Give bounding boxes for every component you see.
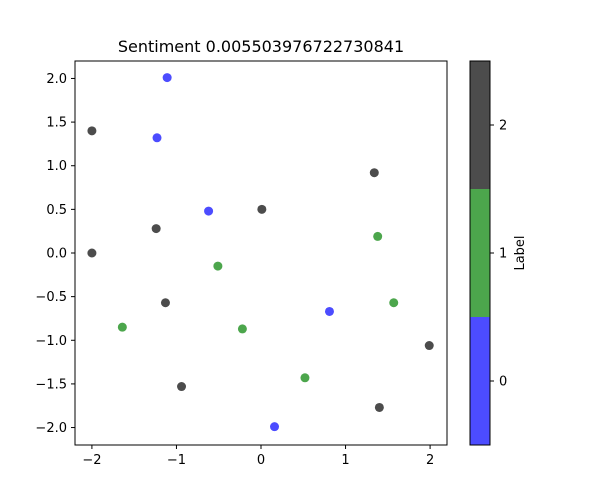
data-point	[204, 206, 214, 216]
y-tick-label: 0.5	[46, 203, 67, 218]
y-tick-label: 0.0	[46, 247, 67, 262]
colorbar-segment	[470, 317, 490, 445]
y-tick-label: 1.0	[46, 159, 67, 174]
plot-area: −2 −1 0 1 2 −2.0 −1.5 −1.0 −0.5 0.0 0.5 1.0 1.5 2.0	[35, 60, 448, 468]
x-tick-label: −1	[167, 453, 186, 468]
data-point	[374, 402, 384, 412]
colorbar-label: Label	[513, 235, 528, 270]
x-tick-label: 1	[341, 453, 349, 468]
x-tick-label: 2	[426, 453, 434, 468]
data-point	[87, 248, 97, 258]
y-tick-label: −0.5	[35, 290, 67, 305]
colorbar-tick-label: 1	[499, 247, 507, 262]
y-tick-label: −1.0	[35, 334, 67, 349]
colorbar-segment	[470, 189, 490, 317]
data-point	[87, 126, 97, 136]
data-point	[151, 224, 161, 234]
data-point	[237, 324, 247, 334]
y-tick-label: −1.5	[35, 377, 67, 392]
y-tick-label: −2.0	[35, 421, 67, 436]
data-point	[369, 168, 379, 178]
data-point	[300, 373, 310, 383]
chart-title: Sentiment 0.005503976722730841	[118, 37, 404, 56]
data-point	[389, 298, 399, 308]
data-point	[152, 133, 162, 143]
data-point	[213, 261, 223, 271]
colorbar-tick-label: 2	[499, 119, 507, 134]
colorbar: Label 0 1 2	[469, 60, 528, 446]
data-point	[270, 422, 280, 432]
data-point	[324, 306, 334, 316]
y-tick-label: 1.5	[46, 116, 67, 131]
data-point	[424, 341, 434, 351]
data-point	[117, 322, 127, 332]
data-point	[160, 298, 170, 308]
data-point	[257, 204, 267, 214]
colorbar-tick-label: 0	[499, 375, 507, 390]
plot-frame	[74, 60, 448, 446]
y-tick-label: 2.0	[46, 72, 67, 87]
x-tick-label: 0	[257, 453, 265, 468]
colorbar-segment	[470, 61, 490, 189]
x-tick-label: −2	[82, 453, 101, 468]
data-point	[162, 73, 172, 83]
data-point	[177, 382, 187, 392]
data-point	[373, 231, 383, 241]
